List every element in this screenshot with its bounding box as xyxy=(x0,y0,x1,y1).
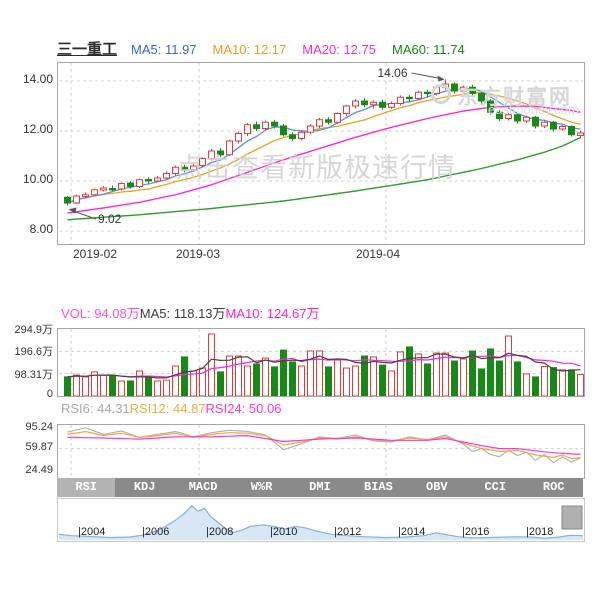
tab-macd[interactable]: MACD xyxy=(188,480,218,494)
high-annotation: 14.06 xyxy=(377,66,407,80)
kline-header: 三一重工 MA5: 11.97 MA10: 12.17 MA20: 12.75 MA60… xyxy=(57,38,481,59)
rsi-chart xyxy=(59,425,583,478)
volume-y-label: 294.9万 xyxy=(14,324,53,336)
tab-roc[interactable]: ROC xyxy=(542,480,565,494)
ma-value-label: MA5: 11.97 xyxy=(131,42,197,57)
timeline-year-label: |2012 xyxy=(334,526,361,538)
low-annotation: 9.02 xyxy=(98,212,122,226)
timeline-year-label: |2014 xyxy=(398,526,425,538)
stock-name-link[interactable]: 三一重工 xyxy=(57,41,118,58)
timeline-slider-handle[interactable] xyxy=(561,505,583,530)
kline-y-label: 10.00 xyxy=(22,172,53,186)
volume-panel xyxy=(57,328,585,397)
tab-obv[interactable]: OBV xyxy=(426,480,448,494)
indicator-tabbar: RSI KDJ MACD W%R DMI BIAS OBV CCI ROC xyxy=(57,478,583,497)
kline-y-label: 12.00 xyxy=(22,122,53,136)
tab-rsi[interactable]: RSI xyxy=(57,478,116,497)
tab-dmi[interactable]: DMI xyxy=(309,480,331,494)
kline-ma-legend: MA5: 11.97 MA10: 12.17 MA20: 12.75 MA60: 11… xyxy=(131,42,481,57)
rsi-y-label: 95.24 xyxy=(25,421,53,433)
volume-value-label: MA5: 118.13万 xyxy=(139,306,226,321)
rsi-legend: RSI6: 44.31RSI12: 44.87RSI24: 50.06 xyxy=(61,401,281,416)
kline-y-label: 14.00 xyxy=(22,72,53,86)
kline-x-label: 2019-02 xyxy=(72,247,118,261)
ma-value-label: MA20: 12.75 xyxy=(302,42,376,57)
kline-chart: 14.06 9.02 xyxy=(59,63,584,244)
rsi-value-label: RSI24: 50.06 xyxy=(205,401,282,416)
timeline-year-label: |2016 xyxy=(462,526,489,538)
timeline-panel: |2004 |2006 |2008 |2010 |2012 |2014 |2016 |2018 xyxy=(57,498,585,542)
tab-bias[interactable]: BIAS xyxy=(364,480,393,494)
volume-y-label: 0 xyxy=(46,388,53,400)
tab-cci[interactable]: CCI xyxy=(484,480,507,494)
kline-y-label: 8.00 xyxy=(29,222,53,236)
rsi-y-label: 59.87 xyxy=(25,441,53,453)
volume-value-label: VOL: 94.08万 xyxy=(61,306,140,321)
timeline-year-label: |2010 xyxy=(270,526,297,538)
kline-x-label: 2019-03 xyxy=(175,247,221,261)
volume-chart xyxy=(59,329,584,396)
tab-w-r[interactable]: W%R xyxy=(250,480,273,494)
ma-value-label: MA10: 12.17 xyxy=(212,42,287,57)
kline-x-label: 2019-04 xyxy=(355,247,401,261)
tab-kdj[interactable]: KDJ xyxy=(133,480,156,494)
ma-value-label: MA60: 11.74 xyxy=(391,42,465,57)
rsi-panel xyxy=(57,424,585,479)
rsi-y-label: 24.49 xyxy=(25,464,53,476)
volume-y-label: 196.6万 xyxy=(14,346,53,358)
timeline-year-label: |2006 xyxy=(142,526,169,538)
timeline-year-label: |2008 xyxy=(206,526,233,538)
kline-panel: 14.06 9.02 xyxy=(57,62,585,245)
rsi-value-label: RSI6: 44.31 xyxy=(61,401,130,416)
rsi-value-label: RSI12: 44.87 xyxy=(129,401,206,416)
timeline-year-label: |2018 xyxy=(526,526,553,538)
volume-legend: VOL: 94.08万MA5: 118.13万MA10: 124.67万 xyxy=(61,303,320,322)
volume-value-label: MA10: 124.67万 xyxy=(225,306,320,321)
volume-y-label: 98.31万 xyxy=(14,369,53,381)
timeline-year-label: |2004 xyxy=(78,526,105,538)
history-timeline[interactable]: |2004 |2006 |2008 |2010 |2012 |2014 |2016 |2018 xyxy=(58,499,584,541)
